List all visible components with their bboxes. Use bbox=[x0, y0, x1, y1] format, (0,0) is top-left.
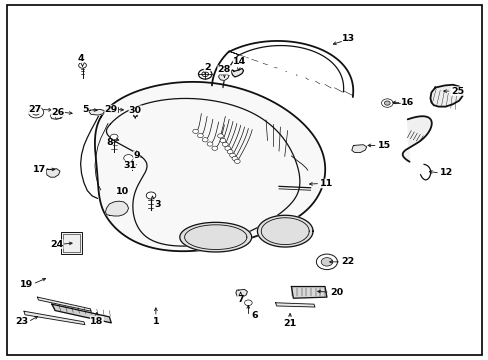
Circle shape bbox=[229, 153, 235, 157]
Bar bbox=[55, 114, 60, 118]
Polygon shape bbox=[231, 68, 243, 77]
Text: 11: 11 bbox=[320, 179, 333, 188]
Text: 20: 20 bbox=[329, 288, 343, 297]
Text: 5: 5 bbox=[82, 105, 88, 114]
Text: 18: 18 bbox=[90, 317, 103, 325]
Bar bbox=[63, 234, 80, 252]
Text: 25: 25 bbox=[450, 87, 464, 96]
Polygon shape bbox=[429, 85, 462, 107]
Text: 8: 8 bbox=[106, 139, 113, 148]
Text: 15: 15 bbox=[377, 141, 390, 150]
Circle shape bbox=[222, 142, 228, 147]
Polygon shape bbox=[180, 222, 251, 252]
Polygon shape bbox=[402, 116, 431, 162]
Text: 24: 24 bbox=[50, 240, 63, 249]
Text: 1: 1 bbox=[152, 317, 159, 325]
Circle shape bbox=[384, 101, 389, 105]
Circle shape bbox=[321, 258, 332, 266]
Text: 22: 22 bbox=[340, 257, 353, 266]
Text: 28: 28 bbox=[217, 66, 231, 75]
Polygon shape bbox=[89, 109, 104, 115]
Circle shape bbox=[224, 146, 230, 150]
Text: 17: 17 bbox=[33, 165, 46, 174]
Text: 4: 4 bbox=[77, 54, 84, 63]
Circle shape bbox=[234, 159, 240, 163]
Text: 29: 29 bbox=[104, 105, 118, 114]
Text: 6: 6 bbox=[251, 311, 258, 320]
Text: 23: 23 bbox=[15, 317, 28, 326]
Polygon shape bbox=[24, 311, 85, 325]
Text: 13: 13 bbox=[342, 34, 355, 43]
Circle shape bbox=[197, 134, 203, 138]
Polygon shape bbox=[218, 74, 229, 81]
Circle shape bbox=[207, 142, 212, 146]
Circle shape bbox=[146, 192, 156, 199]
Text: 26: 26 bbox=[51, 108, 64, 117]
Polygon shape bbox=[52, 304, 111, 323]
Text: 3: 3 bbox=[154, 200, 160, 209]
Polygon shape bbox=[275, 303, 314, 307]
Bar bbox=[120, 188, 126, 194]
Circle shape bbox=[381, 99, 392, 107]
Circle shape bbox=[217, 134, 223, 138]
Text: 27: 27 bbox=[28, 105, 41, 114]
Bar bbox=[133, 108, 137, 117]
Polygon shape bbox=[105, 201, 128, 216]
Circle shape bbox=[192, 129, 198, 134]
Text: 14: 14 bbox=[233, 57, 246, 66]
Circle shape bbox=[79, 63, 86, 68]
Polygon shape bbox=[235, 289, 247, 297]
Circle shape bbox=[232, 156, 237, 161]
Polygon shape bbox=[50, 113, 63, 119]
Circle shape bbox=[202, 138, 208, 142]
Polygon shape bbox=[95, 82, 325, 251]
Polygon shape bbox=[38, 297, 91, 311]
Circle shape bbox=[244, 300, 252, 306]
Circle shape bbox=[123, 154, 133, 162]
Text: 31: 31 bbox=[122, 161, 136, 170]
Text: 12: 12 bbox=[439, 168, 452, 177]
Circle shape bbox=[211, 146, 217, 150]
Bar bbox=[109, 107, 118, 112]
Circle shape bbox=[220, 138, 225, 143]
Polygon shape bbox=[351, 145, 366, 153]
Text: 19: 19 bbox=[20, 280, 33, 289]
Circle shape bbox=[316, 254, 337, 270]
Circle shape bbox=[32, 109, 40, 115]
Text: 7: 7 bbox=[237, 296, 244, 305]
Text: 2: 2 bbox=[203, 63, 210, 72]
Circle shape bbox=[227, 150, 232, 154]
Circle shape bbox=[28, 107, 43, 118]
Text: 30: 30 bbox=[128, 105, 142, 114]
Polygon shape bbox=[46, 169, 60, 177]
Text: 21: 21 bbox=[283, 319, 296, 328]
Bar bbox=[61, 232, 81, 254]
Text: 9: 9 bbox=[133, 151, 140, 160]
Text: 10: 10 bbox=[116, 187, 129, 196]
Circle shape bbox=[110, 134, 118, 140]
Polygon shape bbox=[291, 287, 326, 298]
Text: 16: 16 bbox=[400, 98, 413, 107]
Polygon shape bbox=[257, 215, 312, 247]
